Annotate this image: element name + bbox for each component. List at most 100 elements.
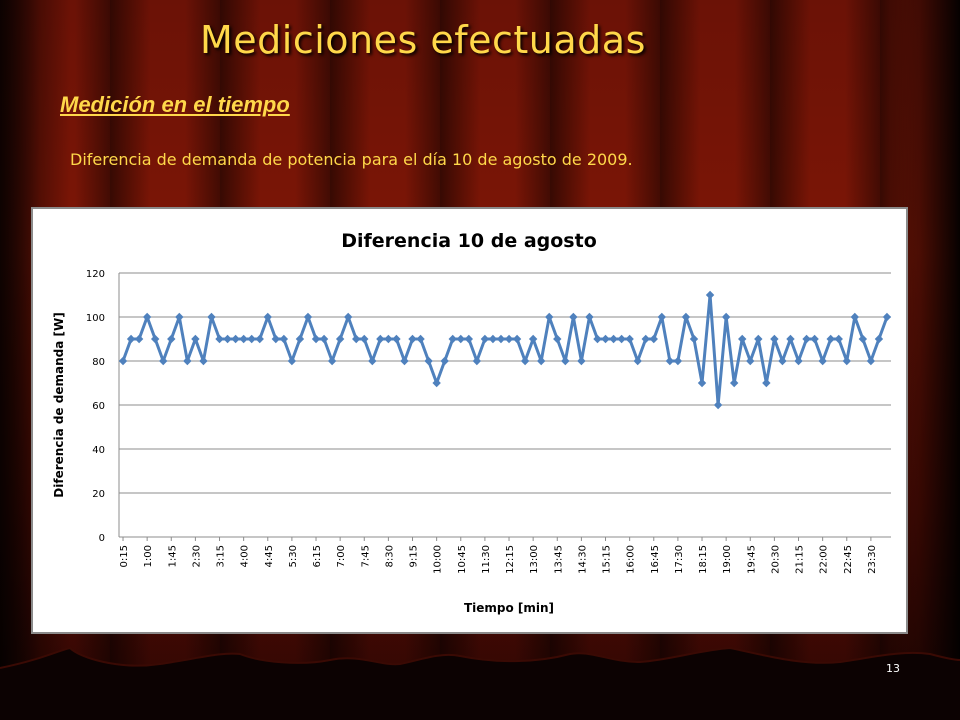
- y-axis-label: Diferencia de demanda [W]: [52, 312, 66, 497]
- data-point: [368, 356, 377, 366]
- data-point: [689, 334, 699, 344]
- data-point: [239, 334, 248, 344]
- data-point: [126, 334, 136, 344]
- data-point: [746, 356, 755, 366]
- data-point: [657, 312, 667, 322]
- data-point: [335, 334, 345, 344]
- data-point: [520, 356, 530, 366]
- x-tick-label: 10:45: [457, 545, 468, 574]
- data-point: [303, 312, 313, 322]
- data-point: [472, 356, 482, 366]
- x-tick-label: 14:30: [577, 545, 588, 574]
- data-point: [705, 290, 715, 300]
- x-tick-label: 5:30: [288, 545, 299, 567]
- data-point: [231, 334, 240, 344]
- data-point: [207, 312, 216, 322]
- x-tick-label: 17:30: [674, 545, 685, 574]
- data-point: [142, 312, 152, 322]
- data-point: [882, 312, 892, 322]
- x-tick-label: 18:15: [698, 545, 709, 574]
- data-point: [826, 334, 835, 344]
- y-tick-label: 60: [92, 401, 105, 412]
- data-point: [770, 334, 779, 344]
- data-point: [673, 356, 683, 366]
- data-point: [729, 378, 739, 388]
- data-point: [223, 334, 232, 344]
- x-tick-label: 22:45: [843, 545, 854, 574]
- data-point: [577, 356, 586, 366]
- data-point: [496, 334, 506, 344]
- x-tick-label: 23:30: [867, 545, 878, 574]
- y-tick-label: 80: [92, 357, 105, 368]
- x-tick-label: 0:15: [119, 545, 130, 567]
- x-tick-label: 21:15: [795, 545, 806, 574]
- data-point: [159, 356, 168, 366]
- slide-title: Mediciones efectuadas: [200, 18, 646, 62]
- x-tick-label: 7:45: [360, 545, 371, 567]
- data-point: [319, 334, 329, 344]
- data-point: [850, 312, 860, 322]
- x-tick-label: 9:15: [409, 545, 420, 567]
- data-point: [440, 356, 449, 366]
- data-point: [665, 356, 675, 366]
- x-tick-label: 2:30: [191, 545, 202, 567]
- data-point: [150, 334, 160, 344]
- data-point: [392, 334, 401, 344]
- data-point: [625, 334, 634, 344]
- slide-description: Diferencia de demanda de potencia para e…: [70, 150, 633, 169]
- y-tick-label: 40: [92, 445, 105, 456]
- data-point: [408, 334, 417, 344]
- data-point: [681, 312, 691, 322]
- data-point: [512, 334, 522, 344]
- data-point: [858, 334, 868, 344]
- data-point: [400, 356, 409, 366]
- x-tick-label: 16:00: [626, 545, 637, 574]
- data-point: [593, 334, 602, 344]
- data-point: [118, 356, 128, 366]
- data-point: [866, 356, 876, 366]
- data-point: [778, 356, 787, 366]
- data-point: [545, 312, 554, 322]
- data-point: [569, 312, 578, 322]
- data-point: [802, 334, 811, 344]
- x-tick-label: 1:00: [143, 545, 154, 567]
- data-point: [424, 356, 433, 366]
- data-point: [480, 334, 490, 344]
- x-tick-label: 15:15: [602, 545, 613, 574]
- data-point: [818, 356, 827, 366]
- data-point: [352, 334, 361, 344]
- data-point: [641, 334, 650, 344]
- data-point: [721, 312, 731, 322]
- data-point: [456, 334, 465, 344]
- data-point: [528, 334, 538, 344]
- data-point: [263, 312, 272, 322]
- data-point: [561, 356, 570, 366]
- data-point: [633, 356, 642, 366]
- data-point: [175, 312, 184, 322]
- data-point: [842, 356, 851, 366]
- data-point: [786, 334, 795, 344]
- data-point: [762, 378, 771, 388]
- data-point: [738, 334, 747, 344]
- y-tick-label: 20: [92, 489, 105, 500]
- stage-floor: [0, 646, 960, 720]
- x-axis-label: Tiempo [min]: [464, 601, 554, 615]
- data-point: [810, 334, 819, 344]
- x-tick-label: 4:45: [264, 545, 275, 567]
- x-tick-label: 1:45: [167, 545, 178, 567]
- data-point: [754, 334, 763, 344]
- data-point: [191, 334, 200, 344]
- data-point: [255, 334, 264, 344]
- data-point: [183, 356, 192, 366]
- data-point: [536, 356, 546, 366]
- chart-container: Diferencia 10 de agosto Diferencia de de…: [31, 207, 908, 634]
- slide-number: 13: [886, 662, 900, 675]
- x-tick-label: 19:00: [722, 545, 733, 574]
- data-point: [649, 334, 658, 344]
- x-tick-label: 20:30: [770, 545, 781, 574]
- x-tick-label: 16:45: [650, 545, 661, 574]
- data-point: [416, 334, 425, 344]
- data-point: [794, 356, 803, 366]
- data-point: [199, 356, 208, 366]
- series-line: [121, 293, 889, 407]
